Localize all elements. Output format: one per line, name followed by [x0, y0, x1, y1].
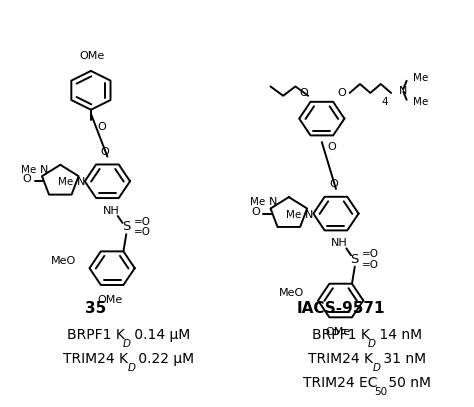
Text: O: O — [329, 179, 338, 189]
Text: MeO: MeO — [51, 256, 76, 266]
Text: NH: NH — [331, 238, 348, 248]
Text: O: O — [337, 88, 346, 98]
Text: D: D — [368, 339, 376, 348]
Text: D: D — [123, 339, 131, 348]
Text: TRIM24 K: TRIM24 K — [308, 352, 373, 366]
Text: TRIM24 K: TRIM24 K — [63, 352, 128, 366]
Text: TRIM24 EC: TRIM24 EC — [303, 376, 378, 390]
Text: N: N — [399, 86, 407, 96]
Text: OMe: OMe — [97, 295, 122, 305]
Text: O: O — [97, 122, 106, 132]
Text: 0.22 μM: 0.22 μM — [134, 352, 194, 366]
Text: S: S — [351, 253, 359, 266]
Text: D: D — [373, 363, 381, 373]
Text: N: N — [40, 165, 48, 175]
Text: 50 nM: 50 nM — [384, 376, 431, 390]
Text: OMe: OMe — [326, 327, 351, 337]
Text: NH: NH — [103, 206, 119, 216]
Text: 0.14 μM: 0.14 μM — [129, 328, 190, 342]
Text: Me: Me — [250, 197, 265, 208]
Text: O: O — [23, 174, 31, 184]
Text: =O: =O — [134, 227, 151, 237]
Text: BRPF1 K: BRPF1 K — [312, 328, 370, 342]
Text: IACS-9571: IACS-9571 — [296, 301, 385, 316]
Text: 35: 35 — [85, 301, 106, 316]
Text: S: S — [122, 221, 130, 234]
Text: 4: 4 — [382, 97, 388, 107]
Text: =O: =O — [362, 260, 379, 269]
Text: 14 nM: 14 nM — [374, 328, 422, 342]
Text: Me: Me — [413, 97, 428, 107]
Text: Me: Me — [58, 177, 73, 187]
Text: 50: 50 — [374, 387, 388, 397]
Text: Me: Me — [413, 73, 428, 83]
Text: O: O — [299, 88, 308, 98]
Text: =O: =O — [134, 217, 151, 227]
Text: O: O — [251, 207, 260, 217]
Text: N: N — [305, 210, 314, 219]
Text: O: O — [328, 142, 337, 152]
Text: Me: Me — [21, 165, 36, 175]
Text: N: N — [269, 197, 277, 208]
Text: O: O — [100, 147, 109, 157]
Text: D: D — [128, 363, 136, 373]
Text: 31 nM: 31 nM — [379, 352, 427, 366]
Text: OMe: OMe — [80, 50, 105, 61]
Text: MeO: MeO — [279, 288, 304, 298]
Text: =O: =O — [362, 249, 379, 259]
Text: Me: Me — [286, 210, 301, 219]
Text: N: N — [77, 177, 85, 187]
Text: BRPF1 K: BRPF1 K — [67, 328, 125, 342]
